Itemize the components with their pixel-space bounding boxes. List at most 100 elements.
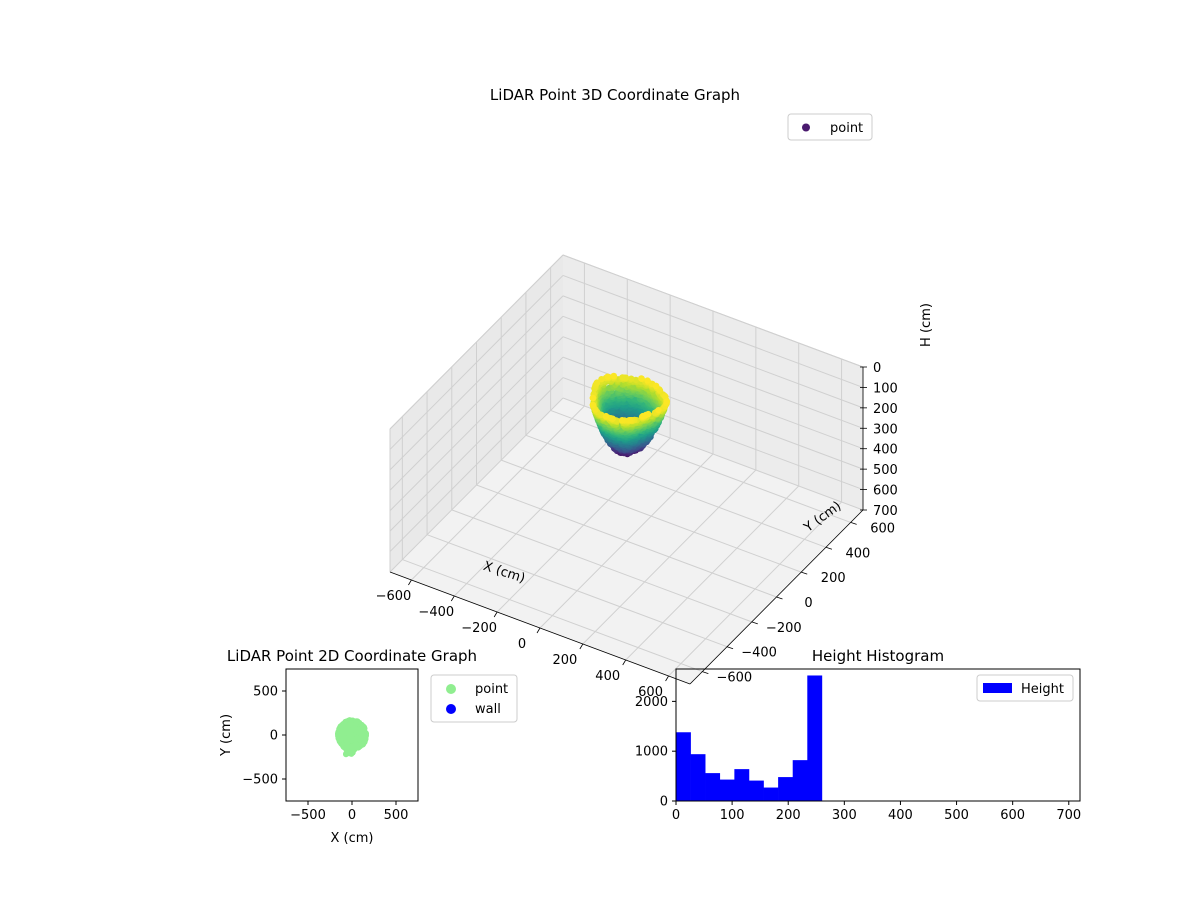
chart-3d-y-tick <box>702 671 709 674</box>
chart-3d-y-tick-label: 200 <box>821 571 846 586</box>
chart-3d-gridline-y <box>426 534 728 648</box>
chart-3d-y-tick-label: −400 <box>741 646 777 661</box>
chart-3d-zlabel: H (cm) <box>919 303 934 347</box>
chart-3d-gridline-z <box>389 275 564 450</box>
chart-3d-x-tick <box>493 611 498 618</box>
chart-3d-legend-label: point <box>830 121 863 136</box>
chart-3d-x-tick-label: 400 <box>595 669 620 684</box>
chart-2d-x-tick-label: 0 <box>348 808 356 823</box>
chart-2d-point <box>347 728 354 735</box>
chart-2d-point <box>359 741 366 747</box>
chart-3d-gridline-z <box>562 295 864 409</box>
histogram-y-tick-label: 2000 <box>635 695 668 710</box>
chart-3d-y-tick-label: 400 <box>846 546 871 561</box>
chart-3d-point <box>609 415 616 422</box>
chart-3d-x-tick <box>536 627 541 634</box>
chart-3d-x-tick <box>408 579 412 586</box>
chart-3d-point <box>589 394 596 402</box>
chart-3d-gridline-y <box>451 509 752 623</box>
chart-3d: LiDAR Point 3D Coordinate Graph −600 −400… <box>376 86 934 700</box>
histogram-frame <box>675 668 1081 802</box>
chart-3d-z-tick-label: 700 <box>873 504 898 519</box>
chart-2d-legend: point wall <box>430 674 518 723</box>
chart-3d-x-tick-label: 600 <box>638 685 663 700</box>
chart-2d-point <box>342 729 349 736</box>
chart-3d-gridline-y <box>525 434 827 548</box>
histogram-bar <box>705 773 721 801</box>
chart-3d-x-tick-label: −400 <box>418 605 454 620</box>
chart-3d-legend-box <box>787 113 873 141</box>
chart-3d-y-tick <box>825 546 833 550</box>
chart-3d-point <box>619 374 626 381</box>
chart-2d-points <box>335 717 369 758</box>
chart-3d-point <box>626 417 633 424</box>
histogram-legend-swatch <box>983 683 1012 693</box>
chart-3d-gridline-z <box>389 397 564 573</box>
chart-2d-point <box>343 745 350 752</box>
chart-2d-x-tick-label: 500 <box>384 808 409 823</box>
chart-3d-x-tick <box>665 675 669 682</box>
chart-3d-x-tick <box>450 595 455 602</box>
chart-2d-ylabel: Y (cm) <box>219 714 234 757</box>
chart-2d: LiDAR Point 2D Coordinate Graph −500 0 500… <box>219 647 518 846</box>
chart-2d-point <box>357 726 364 733</box>
histogram-bars <box>676 675 823 801</box>
chart-2d-legend-wall-label: wall <box>475 702 501 717</box>
chart-3d-y-tick <box>726 646 734 650</box>
chart-2d-point <box>349 735 356 742</box>
chart-3d-z-tick-label: 0 <box>873 361 881 376</box>
chart-2d-y-tick-label: −500 <box>242 773 278 788</box>
chart-3d-point <box>652 382 660 390</box>
chart-3d-gridline-y <box>501 459 802 573</box>
histogram-x-tick-label: 100 <box>720 808 745 823</box>
histogram-x-tick-label: 600 <box>1000 808 1025 823</box>
chart-3d-x-tick-label: −600 <box>376 589 412 604</box>
chart-2d-point <box>349 743 355 750</box>
chart-3d-y-tick <box>776 596 783 600</box>
chart-3d-y-tick <box>751 621 758 625</box>
histogram-bar <box>763 787 779 801</box>
histogram-legend-label: Height <box>1021 682 1064 697</box>
chart-3d-gridline-z <box>389 315 564 491</box>
histogram-bar <box>676 732 691 801</box>
chart-3d-y-tick-label: −600 <box>716 671 752 686</box>
chart-2d-y-tick-label: 500 <box>253 685 278 700</box>
chart-3d-gridline-z <box>389 356 564 532</box>
chart-3d-point-cloud <box>589 372 671 458</box>
chart-3d-y-tick <box>850 522 857 525</box>
histogram-x-tick-label: 700 <box>1056 808 1081 823</box>
chart-3d-z-tick-label: 100 <box>873 381 898 396</box>
chart-3d-z-tick-label: 600 <box>873 484 898 499</box>
chart-2d-point <box>336 733 343 740</box>
histogram-bar <box>719 779 735 801</box>
chart-3d-gridline-z <box>562 336 864 450</box>
histogram-x-tick-label: 200 <box>776 808 801 823</box>
histogram-x-tick-label: 0 <box>672 808 680 823</box>
chart-3d-x-tick <box>622 659 627 666</box>
chart-3d-z-tick-label: 200 <box>873 402 898 417</box>
chart-3d-point <box>638 375 645 382</box>
chart-histogram: Height Histogram 0 100 200 300 400 500 600 7000… <box>635 647 1081 823</box>
histogram-y-tick-label: 0 <box>660 795 668 810</box>
chart-3d-y-tick-label: −200 <box>766 621 802 636</box>
chart-3d-point <box>593 379 601 386</box>
chart-2d-title: LiDAR Point 2D Coordinate Graph <box>227 647 477 665</box>
chart-2d-x-tick-label: −500 <box>290 808 326 823</box>
histogram-x-tick-label: 400 <box>888 808 913 823</box>
chart-3d-point <box>610 372 617 380</box>
histogram-x-tick-label: 300 <box>832 808 857 823</box>
chart-3d-legend-marker <box>802 123 810 132</box>
chart-3d-point <box>642 411 650 419</box>
chart-3d-point <box>644 377 651 384</box>
chart-3d-gridline-z <box>389 377 564 552</box>
chart-3d-y-tick-label: 600 <box>870 521 895 536</box>
chart-2d-ticks: −500 0 500 −500 0 500 <box>242 685 408 824</box>
chart-3d-point <box>655 407 662 414</box>
chart-3d-y-tick <box>801 571 808 575</box>
chart-3d-gridline-z <box>389 336 564 512</box>
histogram-legend-box <box>976 674 1074 702</box>
chart-3d-gridline-z <box>562 274 864 388</box>
histogram-ticks: 0 100 200 300 400 500 600 700 0 1000 2000 <box>635 695 1081 823</box>
chart-3d-legend: point <box>787 113 873 141</box>
chart-3d-z-tick-label: 300 <box>873 422 898 437</box>
